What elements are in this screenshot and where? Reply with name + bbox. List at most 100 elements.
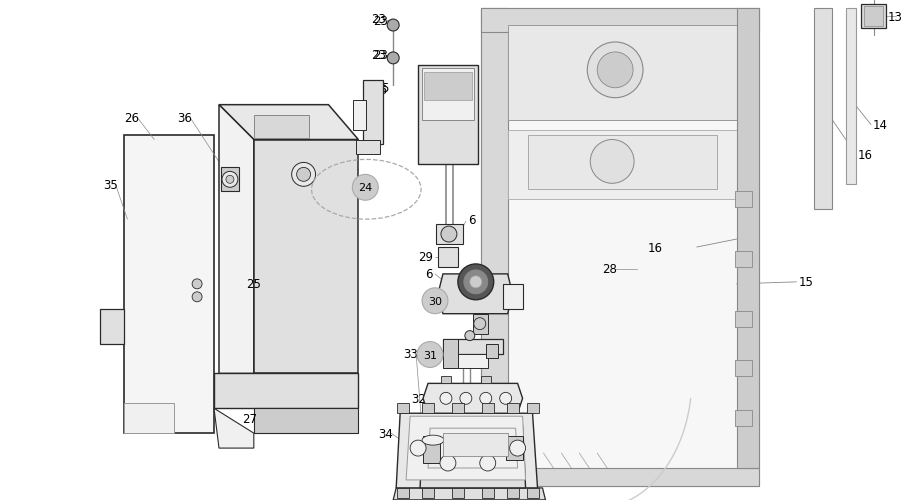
Polygon shape (480, 9, 507, 486)
Polygon shape (253, 115, 308, 138)
Polygon shape (480, 9, 759, 33)
Polygon shape (451, 488, 464, 498)
Text: 30: 30 (429, 272, 431, 273)
Text: 23: 23 (373, 49, 388, 62)
Text: 33: 33 (403, 347, 418, 360)
Circle shape (479, 455, 495, 471)
Polygon shape (526, 488, 538, 498)
Polygon shape (527, 135, 716, 190)
Polygon shape (363, 81, 382, 145)
Text: 27: 27 (242, 412, 256, 425)
Polygon shape (507, 130, 736, 200)
Polygon shape (424, 73, 472, 101)
Polygon shape (485, 344, 497, 359)
Polygon shape (505, 436, 522, 460)
Circle shape (352, 175, 378, 201)
Circle shape (439, 455, 456, 471)
Polygon shape (480, 9, 759, 486)
Polygon shape (443, 339, 502, 354)
Polygon shape (124, 135, 214, 433)
Circle shape (590, 140, 633, 184)
Polygon shape (482, 488, 493, 498)
Polygon shape (863, 7, 882, 27)
Circle shape (291, 163, 315, 187)
Ellipse shape (461, 435, 483, 445)
Polygon shape (356, 140, 380, 155)
Polygon shape (406, 416, 525, 480)
Text: 28: 28 (602, 263, 616, 276)
Polygon shape (734, 311, 750, 327)
Text: 25: 25 (245, 278, 261, 291)
Circle shape (296, 168, 310, 182)
Polygon shape (397, 403, 409, 413)
Circle shape (586, 43, 642, 99)
Polygon shape (419, 426, 525, 488)
Polygon shape (480, 377, 490, 384)
Circle shape (479, 393, 492, 404)
Text: 31: 31 (422, 350, 437, 360)
Circle shape (465, 331, 474, 341)
Polygon shape (734, 410, 750, 426)
Polygon shape (447, 354, 487, 369)
Circle shape (464, 271, 487, 294)
Polygon shape (397, 488, 409, 498)
Polygon shape (526, 403, 538, 413)
Text: 15: 15 (797, 276, 813, 289)
Polygon shape (734, 252, 750, 268)
Circle shape (596, 53, 632, 89)
Circle shape (469, 277, 482, 288)
Circle shape (421, 288, 447, 314)
Polygon shape (124, 403, 174, 433)
Circle shape (192, 280, 202, 289)
Polygon shape (214, 374, 358, 408)
Circle shape (459, 393, 472, 404)
Polygon shape (437, 247, 457, 268)
Circle shape (509, 440, 525, 456)
Text: 34: 34 (378, 427, 392, 440)
Circle shape (387, 53, 399, 65)
Polygon shape (507, 26, 736, 120)
Text: 23: 23 (371, 49, 386, 62)
Polygon shape (219, 105, 358, 140)
Text: 16: 16 (648, 241, 662, 254)
Polygon shape (421, 403, 434, 413)
Polygon shape (421, 488, 434, 498)
Polygon shape (440, 377, 450, 384)
Circle shape (387, 20, 399, 32)
Circle shape (226, 176, 234, 184)
Polygon shape (436, 224, 463, 244)
Polygon shape (506, 488, 518, 498)
Circle shape (439, 393, 451, 404)
Circle shape (474, 318, 485, 330)
Polygon shape (502, 284, 522, 309)
Polygon shape (443, 339, 457, 369)
Polygon shape (437, 275, 512, 314)
Circle shape (410, 440, 426, 456)
Text: 32: 32 (410, 392, 426, 405)
Text: 5: 5 (467, 76, 474, 89)
Polygon shape (422, 436, 439, 463)
Polygon shape (734, 192, 750, 208)
Polygon shape (451, 403, 464, 413)
Circle shape (440, 226, 456, 242)
Polygon shape (219, 105, 253, 374)
Text: 5: 5 (381, 82, 388, 95)
Text: 16: 16 (857, 149, 872, 162)
Polygon shape (421, 69, 474, 120)
Polygon shape (422, 384, 522, 413)
Text: 6: 6 (425, 268, 433, 281)
Polygon shape (845, 9, 855, 185)
Text: 26: 26 (124, 112, 139, 125)
Polygon shape (353, 101, 366, 130)
Text: 36: 36 (177, 112, 192, 125)
Polygon shape (396, 413, 537, 488)
Ellipse shape (421, 435, 444, 445)
Polygon shape (814, 9, 832, 210)
Polygon shape (214, 408, 253, 448)
Text: 23: 23 (371, 13, 386, 26)
Polygon shape (428, 428, 517, 468)
Polygon shape (418, 66, 477, 165)
Polygon shape (861, 5, 885, 29)
Polygon shape (736, 9, 759, 468)
Text: 30: 30 (428, 296, 441, 306)
